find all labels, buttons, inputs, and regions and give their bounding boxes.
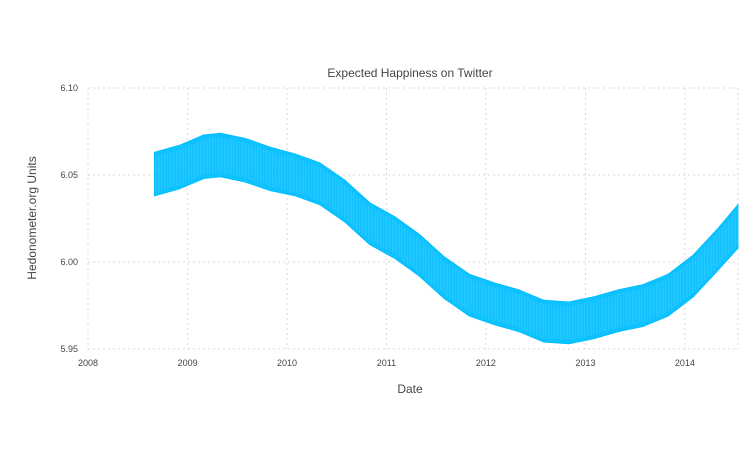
x-axis-title: Date [397,382,423,396]
x-tick-label: 2014 [675,358,695,368]
x-tick-label: 2008 [78,358,98,368]
y-tick-label: 6.00 [60,257,78,267]
happiness-band-area [153,132,739,345]
x-tick-label: 2009 [178,358,198,368]
x-tick-label: 2012 [476,358,496,368]
y-tick-label: 6.05 [60,170,78,180]
chart-title: Expected Happiness on Twitter [327,66,492,80]
x-axis-ticks: 2008 2009 2010 2011 2012 2013 2014 [78,358,695,368]
x-tick-label: 2011 [377,358,396,368]
y-axis-ticks: 5.95 6.00 6.05 6.10 [60,83,78,354]
x-tick-label: 2013 [575,358,595,368]
y-axis-title: Hedonometer.org Units [25,156,39,279]
x-tick-label: 2010 [277,358,297,368]
happiness-band [153,132,739,345]
y-tick-label: 5.95 [60,344,78,354]
y-tick-label: 6.10 [60,83,78,93]
